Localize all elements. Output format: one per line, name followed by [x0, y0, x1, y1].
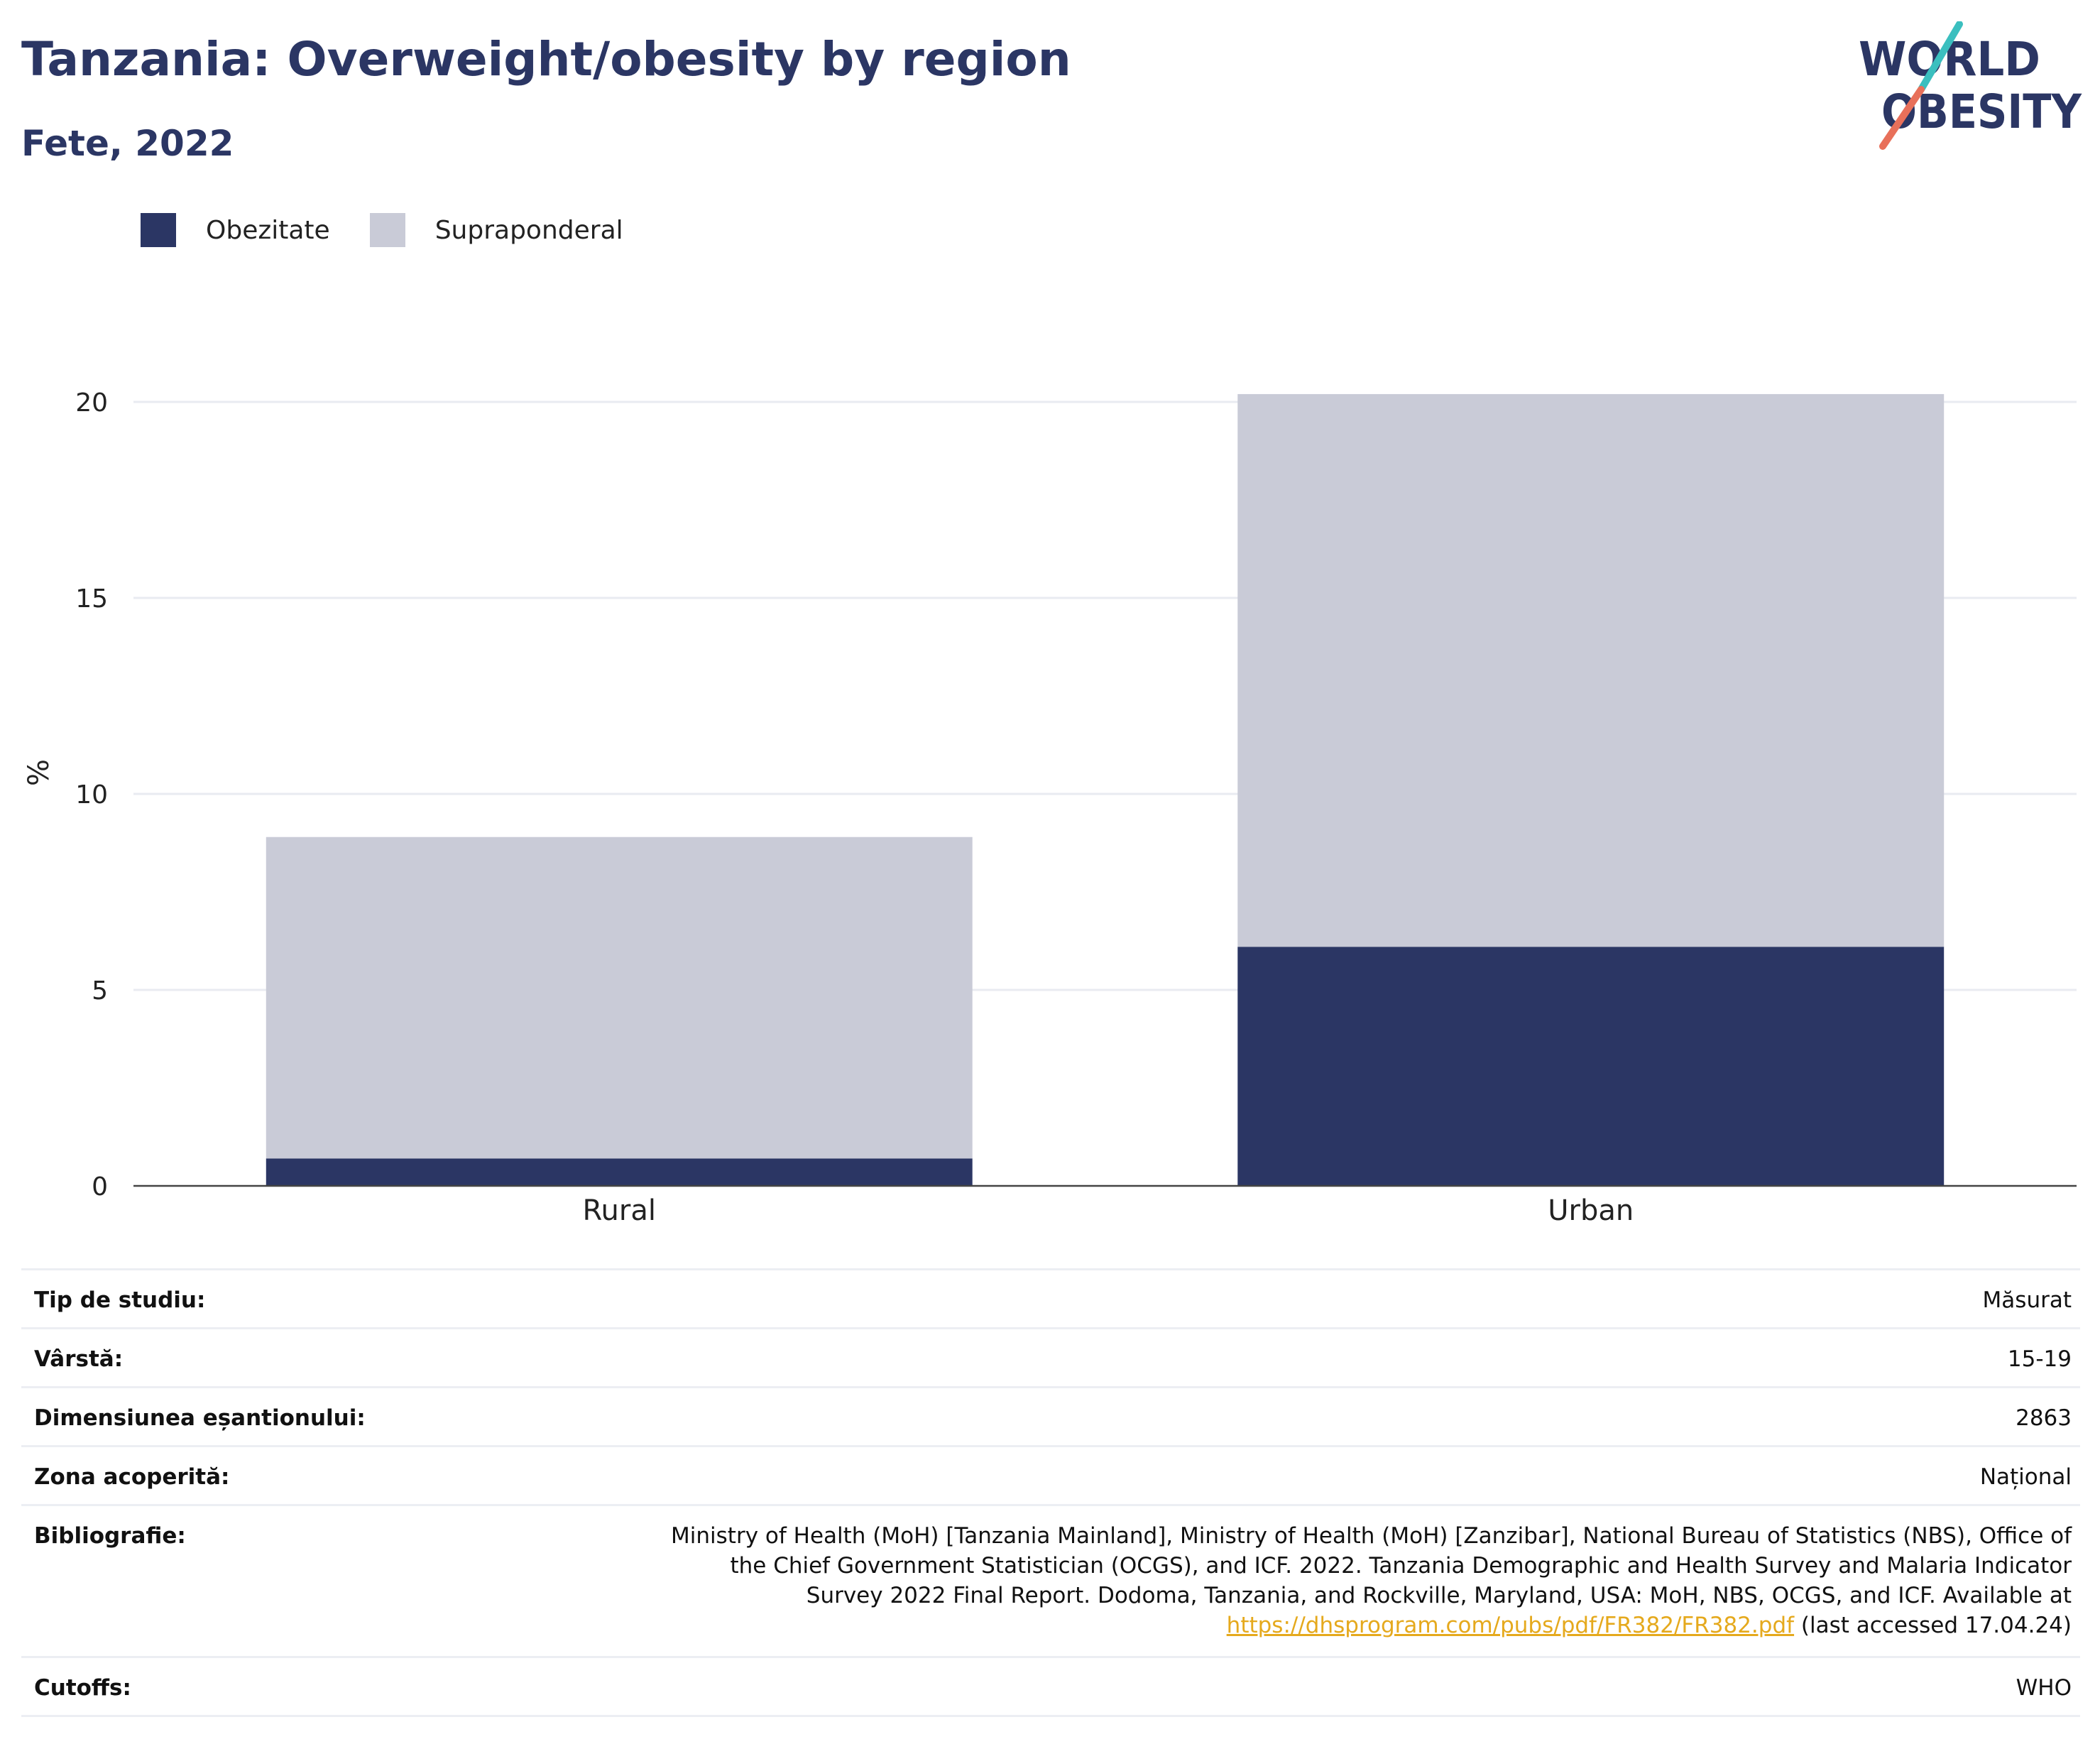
meta-label-sample-size: Dimensiunea eșantionului: — [34, 1405, 366, 1431]
meta-value-study-type: Măsurat — [1982, 1287, 2072, 1313]
meta-value-area: Național — [1979, 1464, 2072, 1490]
chart-subtitle: Fete, 2022 — [21, 123, 234, 164]
bar-urban-supraponderal[interactable] — [1237, 393, 1945, 947]
meta-row-bibliography: Bibliografie: Ministry of Health (MoH) [… — [21, 1505, 2080, 1657]
world-obesity-logo: WORLD OBESITY — [1859, 21, 2082, 150]
legend-item-obesity[interactable]: Obezitate — [141, 213, 330, 247]
y-tick-label: 10 — [75, 780, 108, 810]
meta-label-cutoffs: Cutoffs: — [34, 1675, 131, 1701]
y-tick-label: 15 — [75, 584, 108, 614]
logo-slash-top — [1918, 21, 1963, 93]
chart-legend: Obezitate Supraponderal — [141, 212, 663, 249]
legend-item-overweight[interactable]: Supraponderal — [369, 213, 623, 247]
meta-label-bibliography: Bibliografie: — [34, 1523, 186, 1549]
x-category-label: Urban — [1548, 1194, 1634, 1227]
bibliography-link[interactable]: https://dhsprogram.com/pubs/pdf/FR382/FR… — [1226, 1613, 1795, 1638]
y-axis-title: % — [23, 759, 55, 786]
meta-value-cutoffs: WHO — [2016, 1675, 2072, 1701]
bar-rural-supraponderal[interactable] — [266, 837, 973, 1159]
y-tick-label: 0 — [92, 1172, 108, 1202]
bar-rural-obezitate[interactable] — [266, 1158, 973, 1186]
legend-swatch-overweight — [369, 213, 405, 247]
legend-swatch-obesity — [141, 213, 176, 247]
meta-row-cutoffs: Cutoffs: WHO — [21, 1657, 2080, 1716]
stacked-bar-chart: 0 5 10 15 20 Rural Urban% — [23, 388, 2077, 1227]
meta-value-age: 15-19 — [2007, 1346, 2072, 1372]
y-tick-label: 5 — [92, 976, 108, 1006]
bar-urban-obezitate[interactable] — [1237, 947, 1945, 1186]
meta-row-study-type: Tip de studiu: Măsurat — [21, 1269, 2080, 1329]
logo-slash-bottom — [1879, 86, 1925, 150]
meta-row-sample-size: Dimensiunea eșantionului: 2863 — [21, 1387, 2080, 1446]
meta-value-sample-size: 2863 — [2016, 1405, 2072, 1431]
study-metadata-table: Tip de studiu: Măsurat Vârstă: 15-19 Dim… — [21, 1268, 2080, 1717]
bibliography-suffix: (last accessed 17.04.24) — [1800, 1613, 2072, 1638]
x-category-label: Rural — [583, 1194, 656, 1227]
chart-title: Tanzania: Overweight/obesity by region — [21, 32, 1071, 87]
bibliography-text: Ministry of Health (MoH) [Tanzania Mainl… — [671, 1523, 2072, 1608]
meta-label-age: Vârstă: — [34, 1346, 124, 1372]
meta-label-area: Zona acoperită: — [34, 1464, 230, 1490]
meta-row-age: Vârstă: 15-19 — [21, 1328, 2080, 1388]
meta-row-area: Zona acoperită: Național — [21, 1446, 2080, 1505]
meta-label-study-type: Tip de studiu: — [34, 1287, 206, 1313]
legend-label-overweight: Supraponderal — [434, 215, 623, 245]
meta-value-bibliography: Ministry of Health (MoH) [Tanzania Mainl… — [421, 1505, 2080, 1657]
legend-label-obesity: Obezitate — [206, 215, 330, 245]
y-tick-label: 20 — [75, 388, 108, 418]
